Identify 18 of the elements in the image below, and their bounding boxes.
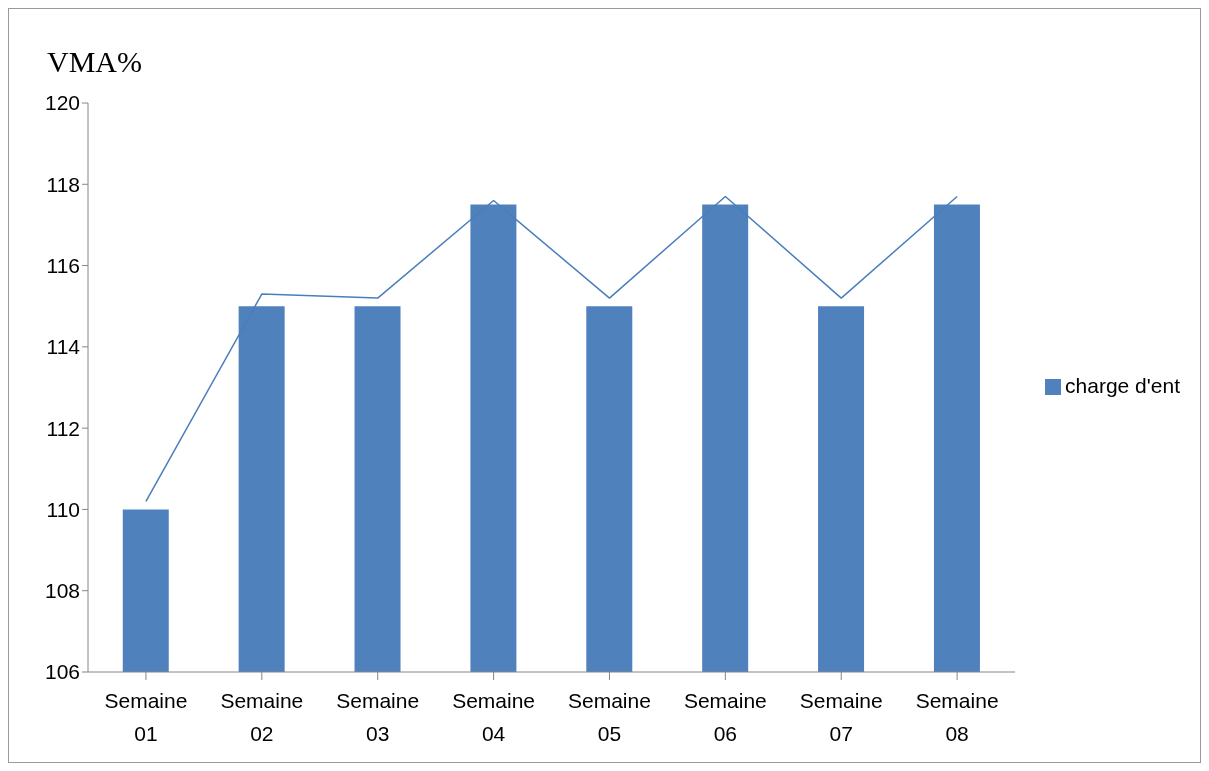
x-tick-label: Semaine 03 (336, 689, 420, 745)
x-tick-label: Semaine 07 (799, 689, 883, 745)
y-tick-label: 116 (46, 254, 80, 278)
x-tick-label: Semaine 05 (568, 689, 651, 745)
y-tick-label: 108 (44, 579, 80, 603)
y-tick-label: 110 (46, 497, 80, 521)
y-tick-label: 118 (46, 172, 80, 196)
y-tick-label: 120 (44, 91, 80, 115)
y-tick-label: 112 (46, 416, 80, 440)
x-tick-label: Semaine 06 (683, 689, 767, 745)
legend-label: charge d'ent (1065, 373, 1180, 397)
x-tick-label: Semaine 02 (220, 689, 304, 745)
x-tick-label: Semaine 08 (915, 689, 999, 745)
x-tick-label: Semaine 04 (452, 689, 536, 745)
y-axis-title: VMA% (47, 45, 142, 79)
y-tick-label: 106 (44, 660, 80, 684)
x-tick-label: Semaine 01 (104, 689, 188, 745)
y-tick-label: 114 (46, 335, 81, 359)
